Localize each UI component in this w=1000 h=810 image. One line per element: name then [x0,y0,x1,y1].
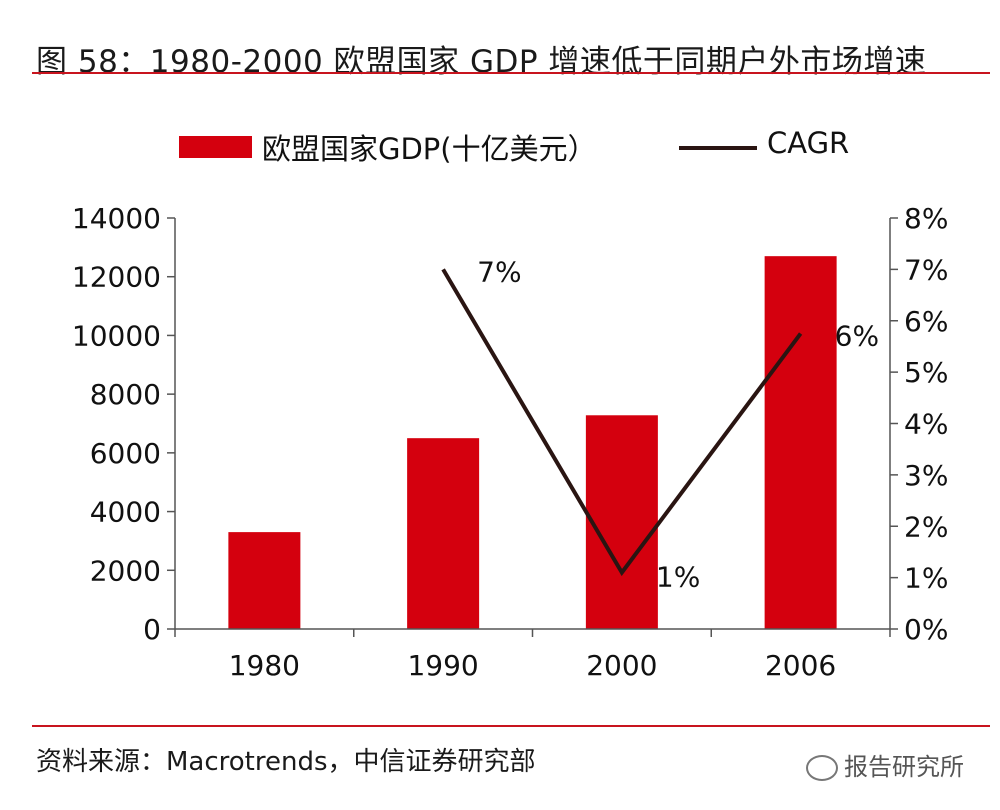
gdp-bar-2000 [585,415,658,629]
x-tick-label: 2006 [765,649,836,682]
cagr-data-label: 6% [835,320,879,353]
y-left-tick-label: 6000 [90,437,161,470]
x-tick-label: 1980 [229,649,300,682]
y-left-tick-label: 14000 [72,202,161,235]
y-right-tick-label: 3% [904,459,948,492]
y-right-tick-label: 4% [904,408,948,441]
wechat-icon [806,755,838,781]
cagr-line [441,268,803,577]
gdp-bar-2006 [764,256,837,629]
y-right-tick-label: 5% [904,356,948,389]
y-right-tick-label: 8% [904,202,948,235]
x-tick-label: 1990 [407,649,478,682]
y-right-tick-label: 6% [904,305,948,338]
cagr-data-label: 7% [477,255,521,288]
y-right-tick-label: 1% [904,562,948,595]
chart-title: 图 58：1980-2000 欧盟国家 GDP 增速低于同期户外市场增速 [36,44,927,80]
watermark-text: 报告研究所 [844,753,964,781]
x-tick-label: 2000 [586,649,657,682]
title-divider [32,72,990,74]
y-right-tick-label: 7% [904,253,948,286]
legend-line-swatch [679,146,757,150]
y-left-tick-label: 8000 [90,378,161,411]
y-right-tick-label: 2% [904,510,948,543]
chart-legend: 欧盟国家GDP(十亿美元） CAGR [0,122,1000,172]
y-left-tick-label: 0 [143,613,161,646]
gdp-bar-1980 [228,532,301,629]
y-left-tick-label: 12000 [72,261,161,294]
legend-bar-swatch [179,136,252,158]
y-left-tick-label: 2000 [90,554,161,587]
footer-divider [32,725,990,727]
cagr-data-label: 1% [656,560,700,593]
watermark: 报告研究所 [806,747,964,782]
gdp-bar-1990 [407,438,480,629]
y-right-tick-label: 0% [904,613,948,646]
y-left-tick-label: 4000 [90,496,161,529]
legend-line-label: CAGR [767,126,850,160]
y-left-tick-label: 10000 [72,319,161,352]
source-note: 资料来源：Macrotrends，中信证券研究部 [36,747,536,777]
legend-bar-label: 欧盟国家GDP(十亿美元） [262,132,597,166]
